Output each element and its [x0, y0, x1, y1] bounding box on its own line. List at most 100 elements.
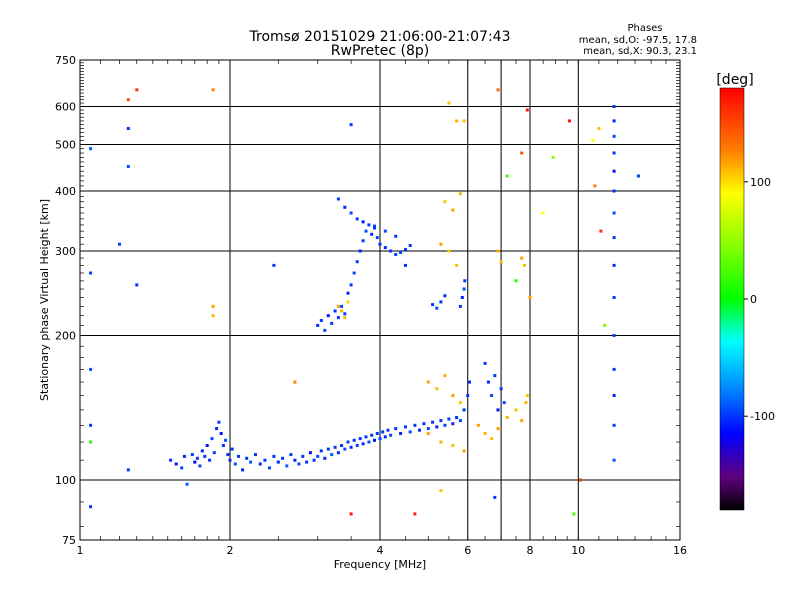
data-point [245, 456, 249, 460]
data-point [462, 119, 466, 123]
data-point [525, 108, 529, 112]
data-point [343, 316, 347, 320]
x-axis-ticks: 1 2 4 6 8 10 16 [77, 544, 688, 557]
stats-title: Phases [627, 23, 662, 34]
data-point [336, 197, 340, 201]
data-point [285, 464, 289, 468]
data-point [211, 304, 215, 308]
data-point [308, 451, 312, 455]
data-point [451, 444, 455, 447]
data-point [636, 174, 640, 178]
data-point [426, 380, 430, 384]
stats-o-line: mean, sd,O: -97.5, 17.8 [579, 35, 697, 46]
data-point [340, 304, 344, 308]
data-point [496, 88, 500, 92]
data-point [394, 234, 398, 238]
data-point [612, 394, 616, 397]
data-point [293, 458, 297, 462]
data-point [198, 464, 202, 468]
data-point [439, 419, 443, 423]
data-point [612, 423, 616, 427]
data-point [399, 250, 403, 254]
data-point [352, 271, 356, 275]
colorbar [719, 87, 745, 511]
data-point [541, 211, 545, 215]
y-axis-label: Stationary phase Virtual Height [km] [38, 199, 51, 401]
data-point [502, 401, 506, 405]
data-point [455, 119, 459, 123]
data-point [319, 449, 323, 453]
data-point [439, 489, 443, 493]
data-point [514, 279, 518, 283]
data-point [211, 88, 215, 92]
data-point [603, 323, 607, 327]
data-point [455, 416, 459, 419]
data-point [126, 468, 130, 472]
data-point [205, 444, 209, 447]
data-point [458, 304, 462, 308]
data-point [323, 456, 327, 460]
data-point [126, 127, 130, 130]
data-point [439, 440, 443, 444]
chart-title: Tromsø 20151029 21:06:00-21:07:43 [249, 29, 511, 45]
data-point [89, 440, 93, 444]
data-point [375, 236, 379, 240]
data-point [514, 408, 518, 412]
data-point [455, 263, 459, 267]
data-point [435, 387, 439, 391]
data-point [352, 438, 356, 442]
data-point [182, 454, 186, 458]
data-point [413, 423, 417, 427]
data-point [578, 478, 582, 482]
data-point [381, 430, 385, 434]
data-point [528, 296, 532, 299]
data-point [524, 401, 528, 405]
data-point [263, 458, 267, 462]
data-point [349, 445, 353, 449]
data-point [336, 451, 340, 455]
data-point [439, 242, 443, 246]
data-point [612, 105, 616, 108]
y-tick-label: 400 [55, 185, 76, 198]
data-point [422, 422, 426, 426]
data-point [404, 248, 407, 252]
data-point [443, 423, 447, 427]
data-point [612, 169, 616, 173]
data-point [458, 192, 462, 196]
data-point [426, 427, 430, 431]
data-point [333, 445, 337, 449]
data-point [135, 283, 139, 287]
data-point [505, 416, 509, 419]
data-point [383, 246, 387, 250]
data-point [343, 312, 347, 316]
data-point [408, 430, 412, 434]
data-point [447, 417, 451, 421]
data-point [364, 229, 368, 233]
data-point [326, 447, 330, 451]
data-point [215, 427, 219, 431]
data-point [612, 334, 616, 337]
data-point [458, 419, 462, 423]
data-point [89, 147, 93, 151]
data-point [373, 226, 376, 230]
data-point [468, 380, 471, 384]
data-point [228, 458, 232, 462]
data-point [249, 460, 253, 464]
data-point [193, 460, 197, 464]
data-point [224, 438, 228, 442]
data-point [483, 432, 487, 435]
data-point [323, 328, 327, 332]
data-point [612, 263, 616, 267]
data-point [355, 260, 359, 264]
y-tick-label: 100 [55, 474, 76, 487]
data-point [89, 367, 93, 371]
data-point [370, 232, 374, 236]
data-point [212, 451, 216, 455]
data-point [349, 123, 353, 127]
y-tick-label: 500 [55, 139, 76, 152]
data-point [272, 263, 276, 267]
data-point [394, 253, 398, 256]
data-point [496, 249, 500, 253]
data-point [316, 454, 320, 458]
data-point [447, 101, 451, 105]
